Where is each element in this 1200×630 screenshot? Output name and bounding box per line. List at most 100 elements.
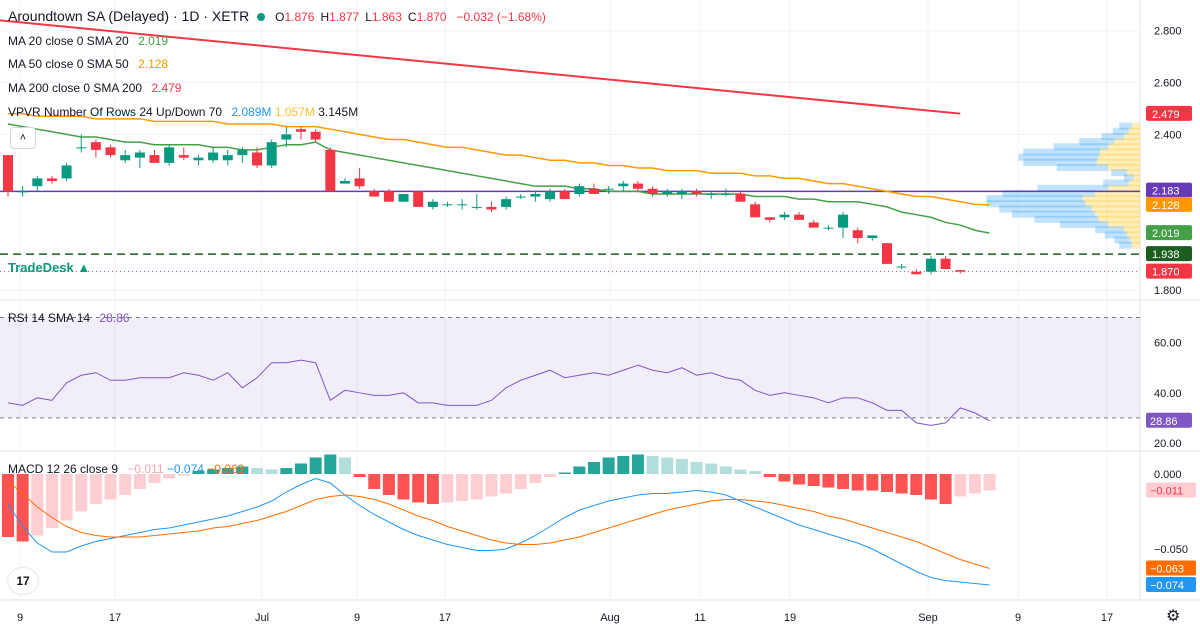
macd-histogram-bar bbox=[573, 466, 586, 474]
rsi-band-fill bbox=[0, 317, 1140, 418]
macd-histogram-bar bbox=[822, 474, 835, 488]
candle-body bbox=[193, 157, 204, 161]
macd-tick-label: 0.000 bbox=[1154, 469, 1182, 481]
ma200-value: 2.479 bbox=[151, 81, 182, 95]
candle-body bbox=[471, 206, 482, 208]
ma200-legend[interactable]: MA 200 close 0 SMA 200 2.479 bbox=[8, 81, 181, 95]
candle-body bbox=[808, 222, 819, 228]
macd-histogram-bar bbox=[412, 474, 425, 503]
vpvr-bar-down bbox=[1023, 158, 1097, 166]
vpvr-bar-up bbox=[1095, 189, 1140, 197]
macd-histogram-bar bbox=[500, 474, 513, 494]
candle-body bbox=[764, 217, 775, 220]
vpvr-bar-up bbox=[1108, 164, 1140, 172]
vpvr-bar-up bbox=[1128, 127, 1140, 135]
rsi-line bbox=[7, 359, 990, 426]
macd-legend[interactable]: MACD 12 26 close 9 −0.011 −0.074 −0.063 bbox=[8, 462, 244, 476]
macd-signal-line bbox=[7, 481, 990, 569]
candle-body bbox=[852, 230, 863, 238]
candle-body bbox=[369, 191, 380, 197]
triangle-up-icon: ▲ bbox=[77, 260, 91, 275]
vpvr-down: 1.057M bbox=[274, 105, 315, 119]
collapse-legend-button[interactable]: ˄ bbox=[10, 127, 36, 149]
macd-histogram-bar bbox=[734, 469, 747, 474]
candle-body bbox=[296, 129, 306, 132]
tradingview-logo[interactable]: 17 bbox=[8, 568, 38, 594]
vpvr-bar-down bbox=[1112, 127, 1129, 135]
candle-body bbox=[457, 204, 468, 206]
candle-body bbox=[955, 270, 966, 272]
macd-histogram-bar bbox=[529, 474, 542, 483]
macd-histogram-bar bbox=[793, 474, 806, 485]
vpvr-legend[interactable]: VPVR Number Of Rows 24 Up/Down 70 2.089M… bbox=[8, 105, 358, 119]
time-tick-label: 11 bbox=[694, 612, 705, 624]
ohlc-value: 1.877 bbox=[329, 10, 360, 24]
ma20-legend[interactable]: MA 20 close 0 SMA 20 2.019 bbox=[8, 34, 168, 48]
candle-body bbox=[911, 271, 922, 275]
candle-body bbox=[46, 178, 57, 181]
vpvr-bar-up bbox=[1096, 158, 1140, 166]
price-axis-badge bbox=[1146, 105, 1192, 121]
symbol-title: Aroundtown SA (Delayed) · 1D · XETR bbox=[8, 8, 250, 24]
vpvr-bar-down bbox=[1056, 164, 1108, 172]
rsi-axis-badge-text: 28.86 bbox=[1150, 416, 1178, 428]
price-axis-badge bbox=[1146, 225, 1192, 241]
macd-histogram-bar bbox=[31, 474, 44, 536]
macd-histogram-bar bbox=[368, 474, 381, 489]
price-axis-badge-text: 1.870 bbox=[1152, 267, 1180, 279]
candle-body bbox=[442, 204, 453, 206]
price-axis-badge bbox=[1146, 246, 1192, 262]
vpvr-bar-down bbox=[986, 195, 1083, 203]
candle-body bbox=[618, 183, 629, 187]
price-tick-label: 2.800 bbox=[1154, 26, 1182, 38]
tradedesk-text: TradeDesk bbox=[8, 260, 74, 275]
candle-body bbox=[17, 191, 28, 193]
macd-histogram-bar bbox=[60, 474, 73, 521]
macd-histogram-bar bbox=[441, 474, 454, 503]
symbol-legend[interactable]: Aroundtown SA (Delayed) · 1D · XETR O1.8… bbox=[8, 8, 546, 24]
vpvr-bar-up bbox=[1098, 215, 1140, 223]
vpvr-bar-down bbox=[1079, 138, 1115, 146]
time-tick-label: 17 bbox=[109, 612, 121, 624]
macd-histogram-bar bbox=[763, 474, 776, 477]
candle-body bbox=[310, 131, 321, 140]
rsi-axis-badge bbox=[1146, 412, 1192, 428]
vpvr-bar-up bbox=[1108, 221, 1140, 229]
vpvr-bar-down bbox=[1119, 241, 1132, 249]
price-change: −0.032 (−1.68%) bbox=[456, 10, 546, 24]
macd-histogram-bar bbox=[324, 454, 337, 474]
candle-body bbox=[925, 258, 936, 272]
macd-histogram-bar bbox=[163, 474, 176, 479]
vpvr-bar-up bbox=[1082, 195, 1140, 203]
macd-histogram-bar bbox=[456, 474, 469, 501]
gear-icon[interactable]: ⚙ bbox=[1166, 608, 1181, 625]
macd-histogram-bar bbox=[558, 472, 571, 474]
macd-value: −0.074 bbox=[166, 462, 204, 476]
macd-histogram-bar bbox=[778, 474, 791, 482]
rsi-tick-label: 40.00 bbox=[1154, 388, 1182, 400]
candle-body bbox=[632, 183, 643, 189]
ma200-line bbox=[0, 19, 961, 115]
rsi-legend[interactable]: RSI 14 SMA 14 28.86 bbox=[8, 311, 129, 325]
candle-body bbox=[427, 201, 438, 207]
vpvr-bar-down bbox=[1124, 174, 1134, 182]
vpvr-bar-up bbox=[1127, 169, 1140, 177]
vpvr-bar-up bbox=[1124, 226, 1140, 234]
vpvr-bar-down bbox=[1002, 189, 1096, 197]
time-tick-label: 9 bbox=[17, 612, 23, 624]
candle-body bbox=[76, 147, 87, 149]
candle-body bbox=[178, 155, 189, 158]
macd-histogram-bar bbox=[646, 456, 659, 474]
vpvr-bar-up bbox=[1133, 174, 1140, 182]
price-tick-label: 2.400 bbox=[1154, 129, 1182, 141]
macd-histogram-bar bbox=[104, 474, 117, 500]
macd-histogram-bar bbox=[470, 474, 483, 500]
ohlc-value: 1.876 bbox=[284, 10, 315, 24]
candle-body bbox=[486, 206, 497, 210]
ma50-legend[interactable]: MA 50 close 0 SMA 50 2.128 bbox=[8, 57, 168, 71]
candle-body bbox=[735, 193, 746, 202]
macd-histogram-bar bbox=[910, 474, 923, 495]
macd-axis-badge-text: −0.074 bbox=[1150, 580, 1184, 592]
candle-body bbox=[515, 196, 526, 198]
